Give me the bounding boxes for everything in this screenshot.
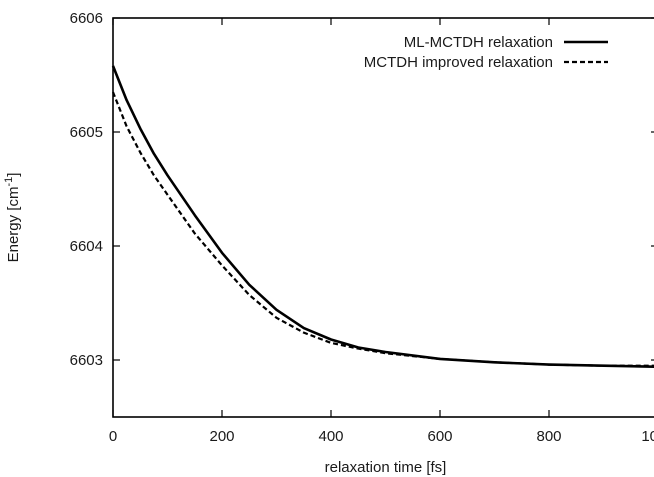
series-group — [111, 65, 654, 369]
y-tick-label: 6606 — [70, 10, 103, 27]
y-axis-label-suffix: ] — [5, 173, 22, 177]
plot-frame — [112, 17, 654, 418]
x-tick-label: 0 — [109, 428, 117, 445]
x-tick-label: 200 — [209, 428, 234, 445]
x-axis-label: relaxation time [fs] — [325, 459, 447, 476]
y-tick-label: 6605 — [70, 124, 103, 141]
x-tick-label: 800 — [536, 428, 561, 445]
axis-ticks — [112, 17, 654, 417]
x-tick-label: 400 — [318, 428, 343, 445]
y-axis-label-main: Energy [cm — [5, 187, 22, 263]
y-axis-label-superscript: -1 — [3, 177, 15, 187]
x-tick-label: 1000 — [641, 428, 654, 445]
series-line-2 — [111, 91, 654, 367]
axis-tick-labels: 0 200 400 600 800 1000 6603 6604 6605 6606 — [70, 10, 654, 445]
series-line-1 — [111, 65, 654, 369]
legend-label-1: ML-MCTDH relaxation — [404, 34, 553, 51]
legend-label-2: MCTDH improved relaxation — [364, 54, 553, 71]
y-tick-label: 6604 — [70, 238, 103, 255]
y-axis-label: Energy [cm-1] — [3, 173, 22, 263]
y-tick-label: 6603 — [70, 352, 103, 369]
legend: ML-MCTDH relaxation MCTDH improved relaxa… — [364, 34, 608, 71]
x-tick-label: 600 — [427, 428, 452, 445]
